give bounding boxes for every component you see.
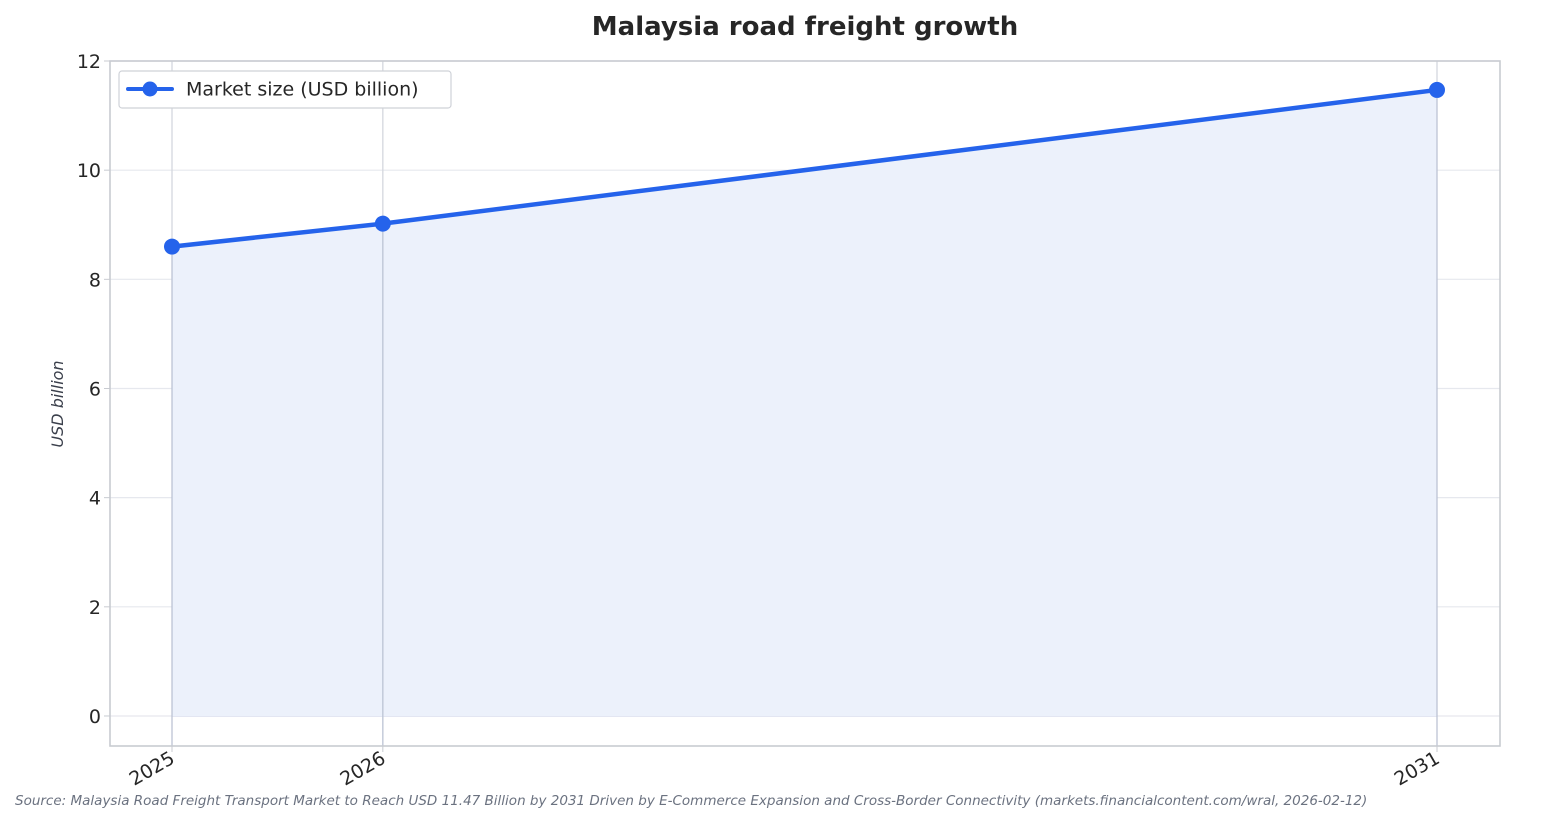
plot-area xyxy=(109,60,1501,747)
legend-box xyxy=(118,70,452,109)
data-point xyxy=(374,215,391,232)
x-tick-label: 2031 xyxy=(1391,747,1444,790)
y-axis-ticks: 0 2 4 6 8 10 12 xyxy=(77,51,110,728)
x-tick-label: 2025 xyxy=(126,747,179,790)
y-tick-label: 6 xyxy=(89,378,101,400)
x-axis-ticks: 2025 2026 2031 xyxy=(126,746,1444,791)
y-tick-label: 12 xyxy=(77,51,101,73)
y-axis-label: USD billion xyxy=(48,360,67,447)
y-tick-label: 8 xyxy=(89,269,101,291)
x-tick-label: 2026 xyxy=(336,747,389,790)
chart-title: Malaysia road freight growth xyxy=(592,12,1018,42)
plot-frame xyxy=(109,60,1501,747)
legend: Market size (USD billion) xyxy=(118,70,452,109)
legend-label: Market size (USD billion) xyxy=(186,79,419,101)
y-tick-label: 10 xyxy=(77,160,101,182)
data-point xyxy=(164,238,180,255)
y-tick-label: 0 xyxy=(89,706,101,728)
legend-marker-swatch xyxy=(142,81,158,97)
data-point xyxy=(1429,81,1445,98)
y-tick-label: 4 xyxy=(89,488,101,510)
source-note: Source: Malaysia Road Freight Transport … xyxy=(15,793,1367,809)
data-points xyxy=(164,81,1445,255)
y-tick-label: 2 xyxy=(89,597,101,619)
category-drop-lines xyxy=(171,89,1438,746)
area-fill xyxy=(172,89,1437,716)
